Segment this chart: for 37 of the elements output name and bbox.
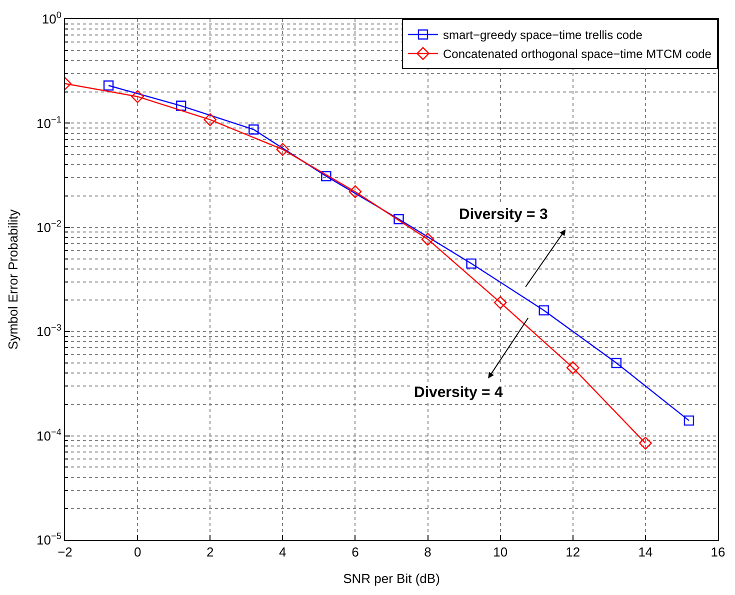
- y-tick-label: 10$^{−3}$: [36, 322, 62, 340]
- x-tick-label: 14: [638, 544, 653, 560]
- point: [684, 415, 694, 426]
- point: [131, 90, 144, 104]
- point: [466, 258, 476, 269]
- point: [566, 361, 580, 374]
- point: [348, 185, 362, 198]
- point: [103, 80, 114, 91]
- point: [248, 124, 259, 135]
- point: [638, 436, 652, 450]
- x-tick-label: 8: [424, 544, 432, 560]
- point: [611, 358, 622, 368]
- annotation: Diversity = 4: [414, 384, 504, 401]
- x-tick-label: 16: [710, 544, 726, 560]
- x-tick-label: 10: [493, 544, 508, 560]
- point: [494, 296, 507, 309]
- y-tick-label: 10$^{0}$: [42, 10, 62, 27]
- x-tick-label: 4: [279, 544, 286, 560]
- y-tick-label: 10$^{−4}$: [36, 426, 62, 444]
- x-tick-label: 12: [566, 544, 580, 560]
- point: [394, 214, 404, 224]
- x-tick-label: 2: [206, 544, 214, 560]
- point: [421, 232, 434, 246]
- point: [538, 305, 549, 316]
- x-tick-label: 6: [352, 544, 359, 560]
- point: [176, 100, 186, 111]
- legend-label: Concatenated orthogonal space−time MTCM code: [443, 47, 712, 62]
- point: [204, 113, 217, 126]
- y-tick-label: 10$^{−1}$: [36, 114, 62, 131]
- point: [276, 142, 290, 156]
- point: [321, 171, 332, 182]
- x-tick-label: 0: [134, 544, 142, 560]
- annotation: Diversity = 3: [459, 206, 548, 223]
- y-tick-label: 10$^{−2}$: [36, 218, 62, 235]
- x-axis-title: SNR per Bit (dB): [343, 571, 440, 586]
- legend-label: smart−greedy space−time trellis code: [443, 28, 643, 42]
- y-axis-title: Symbol Error Probability: [6, 208, 21, 350]
